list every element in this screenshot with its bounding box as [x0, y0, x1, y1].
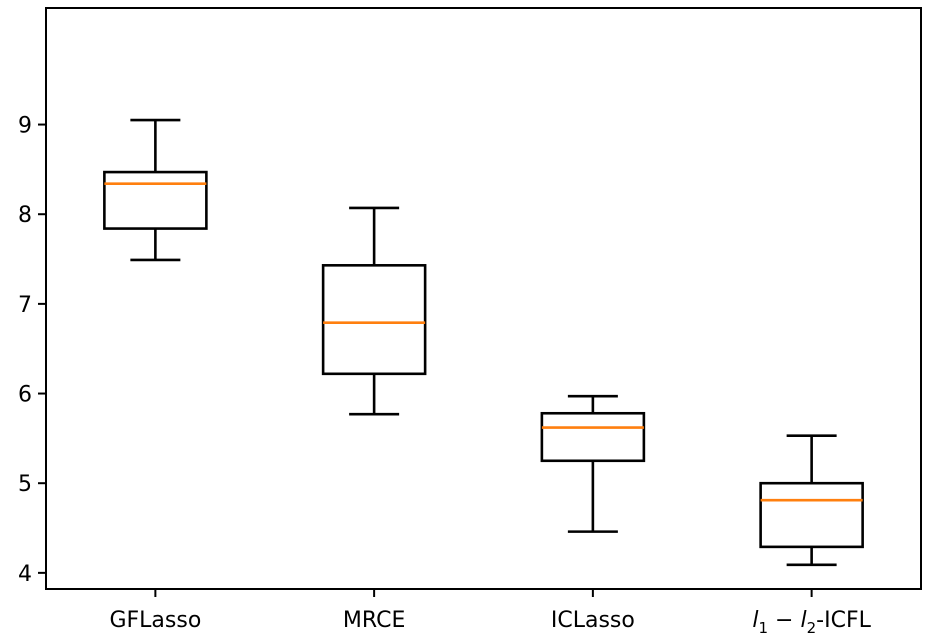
x-axis: GFLasso MRCE ICLasso l1 − l2-ICFL: [109, 589, 872, 637]
x-tick-label: ICLasso: [551, 608, 635, 633]
box-group: [540, 394, 646, 533]
box-group: [759, 434, 864, 567]
y-tick-label: 4: [18, 562, 32, 587]
y-tick-label: 5: [18, 472, 32, 497]
x-tick-label: l1 − l2-ICFL: [752, 608, 871, 637]
x-tick-label: MRCE: [343, 608, 405, 633]
iqr-box: [540, 411, 646, 463]
y-axis: 4 5 6 7 8 9: [18, 114, 46, 587]
axes-frame: [45, 7, 922, 590]
x-tick-label: GFLasso: [109, 608, 201, 633]
iqr-box: [759, 481, 864, 549]
plot-area: [45, 7, 922, 590]
box-group: [103, 118, 208, 262]
iqr-box: [321, 264, 427, 376]
box-group: [321, 206, 427, 416]
y-tick-label: 7: [18, 293, 32, 318]
y-tick-label: 6: [18, 383, 32, 408]
y-tick-label: 8: [18, 203, 32, 228]
iqr-box: [103, 170, 208, 230]
y-tick-label: 9: [18, 114, 32, 139]
